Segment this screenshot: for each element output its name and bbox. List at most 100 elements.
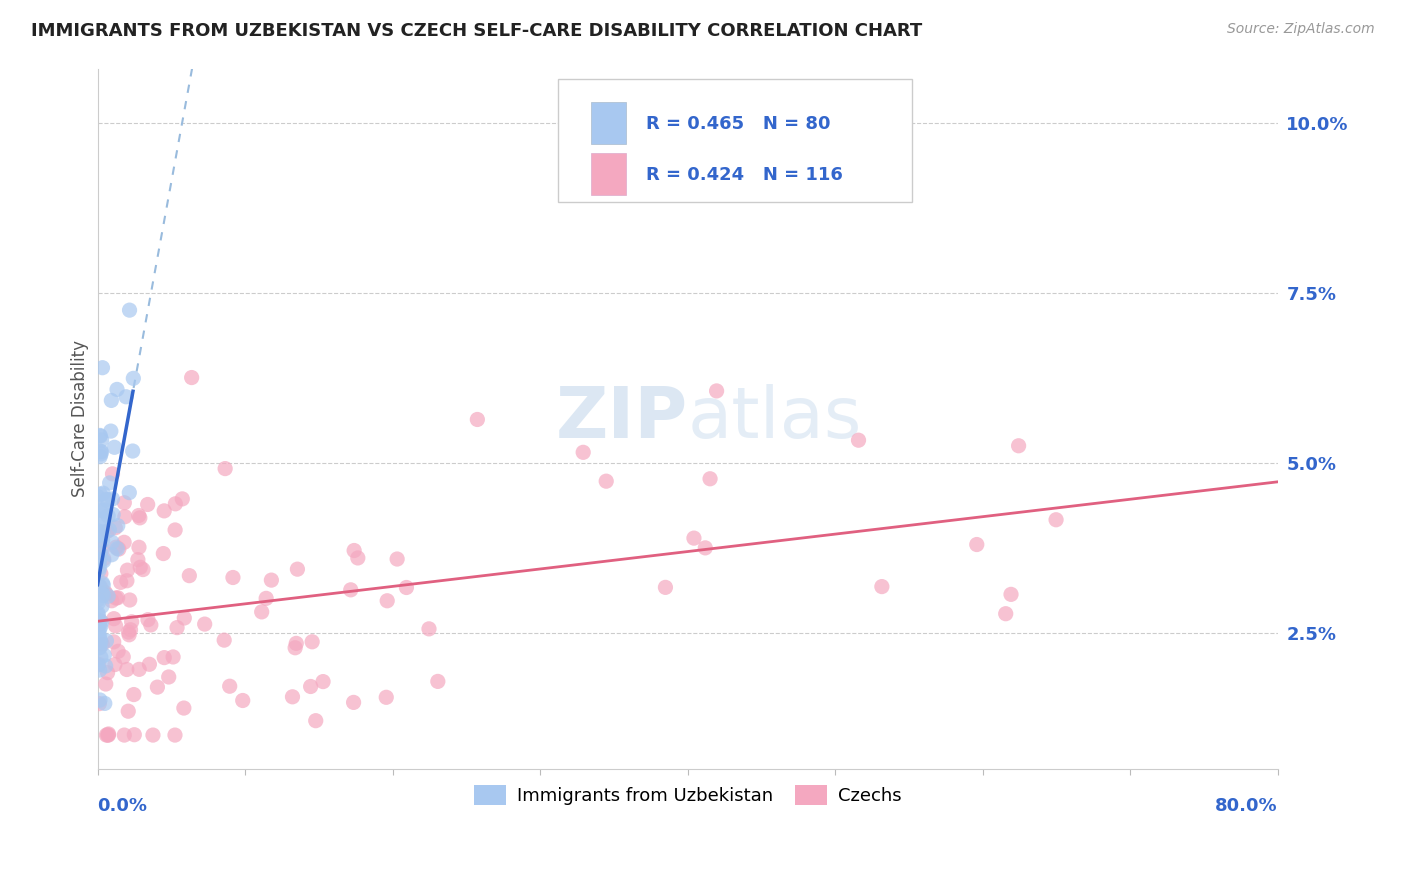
Point bbox=[287, 562, 309, 576]
Point bbox=[103, 612, 125, 626]
Point bbox=[467, 412, 489, 426]
Point bbox=[89, 546, 111, 560]
Point bbox=[89, 617, 111, 632]
Point bbox=[115, 574, 138, 588]
Point bbox=[91, 637, 114, 651]
Point bbox=[699, 472, 721, 486]
Point bbox=[395, 581, 418, 595]
Point bbox=[97, 665, 120, 680]
Point bbox=[260, 573, 283, 587]
Point bbox=[117, 563, 139, 577]
Point bbox=[1007, 439, 1029, 453]
Point bbox=[218, 679, 240, 693]
Point bbox=[132, 563, 155, 577]
Point bbox=[87, 546, 110, 560]
Point bbox=[418, 622, 440, 636]
Point bbox=[121, 615, 143, 629]
Point bbox=[91, 360, 114, 375]
Point bbox=[165, 497, 187, 511]
Point bbox=[93, 648, 115, 663]
Point bbox=[120, 623, 142, 637]
Point bbox=[89, 503, 111, 517]
Point bbox=[89, 693, 111, 707]
Point bbox=[232, 693, 254, 707]
Point bbox=[180, 370, 202, 384]
Point bbox=[93, 554, 115, 568]
Point bbox=[654, 580, 676, 594]
Point bbox=[90, 620, 112, 634]
Point bbox=[250, 605, 273, 619]
Point bbox=[96, 633, 118, 648]
Point bbox=[89, 633, 111, 648]
Point bbox=[426, 674, 449, 689]
Point bbox=[115, 390, 138, 404]
Point bbox=[89, 663, 111, 677]
Point bbox=[128, 508, 150, 523]
Point bbox=[93, 589, 115, 603]
Point bbox=[375, 690, 398, 705]
Point bbox=[153, 504, 176, 518]
Point bbox=[105, 540, 128, 554]
Point bbox=[284, 640, 307, 655]
Point bbox=[117, 704, 139, 718]
Point bbox=[112, 535, 135, 549]
Text: 80.0%: 80.0% bbox=[1215, 797, 1278, 815]
Point bbox=[91, 524, 114, 539]
Point bbox=[301, 634, 323, 648]
Point bbox=[118, 593, 141, 607]
Point bbox=[91, 542, 114, 557]
Point bbox=[104, 591, 127, 605]
Point bbox=[90, 512, 112, 526]
Point bbox=[110, 575, 132, 590]
Point bbox=[139, 618, 162, 632]
Point bbox=[87, 490, 110, 504]
Point bbox=[89, 623, 111, 637]
Point bbox=[118, 303, 141, 318]
Point bbox=[966, 537, 988, 551]
Point bbox=[100, 424, 122, 438]
Point bbox=[87, 626, 110, 640]
Point bbox=[87, 564, 110, 578]
Y-axis label: Self-Care Disability: Self-Care Disability bbox=[72, 341, 89, 498]
Point bbox=[96, 524, 118, 539]
Point bbox=[96, 492, 118, 507]
Point bbox=[118, 485, 141, 500]
Point bbox=[343, 543, 366, 558]
Point bbox=[87, 657, 110, 672]
Point bbox=[93, 503, 115, 517]
Point bbox=[173, 611, 195, 625]
Point bbox=[90, 532, 112, 546]
Point bbox=[375, 594, 398, 608]
Point bbox=[299, 680, 322, 694]
Point bbox=[87, 555, 110, 569]
Point bbox=[1045, 513, 1067, 527]
Point bbox=[91, 576, 114, 591]
Point bbox=[100, 548, 122, 562]
Point bbox=[101, 491, 124, 506]
Point bbox=[89, 450, 111, 464]
Point bbox=[89, 640, 111, 655]
Point bbox=[107, 591, 129, 605]
Point bbox=[91, 486, 114, 500]
Point bbox=[97, 589, 120, 603]
Point bbox=[173, 701, 195, 715]
Point bbox=[128, 541, 150, 555]
Point bbox=[162, 649, 184, 664]
Point bbox=[118, 628, 141, 642]
Point bbox=[172, 491, 194, 506]
Point bbox=[146, 680, 169, 694]
Point bbox=[94, 587, 117, 601]
Point bbox=[101, 508, 124, 522]
Point bbox=[98, 475, 121, 490]
Point bbox=[89, 429, 111, 443]
Point bbox=[90, 615, 112, 629]
Bar bbox=[591, 102, 627, 145]
Point bbox=[157, 670, 180, 684]
Point bbox=[104, 521, 127, 535]
Point bbox=[115, 663, 138, 677]
Point bbox=[89, 628, 111, 642]
Point bbox=[122, 371, 145, 385]
Point bbox=[179, 568, 201, 582]
Point bbox=[97, 508, 120, 523]
Point bbox=[87, 607, 110, 621]
